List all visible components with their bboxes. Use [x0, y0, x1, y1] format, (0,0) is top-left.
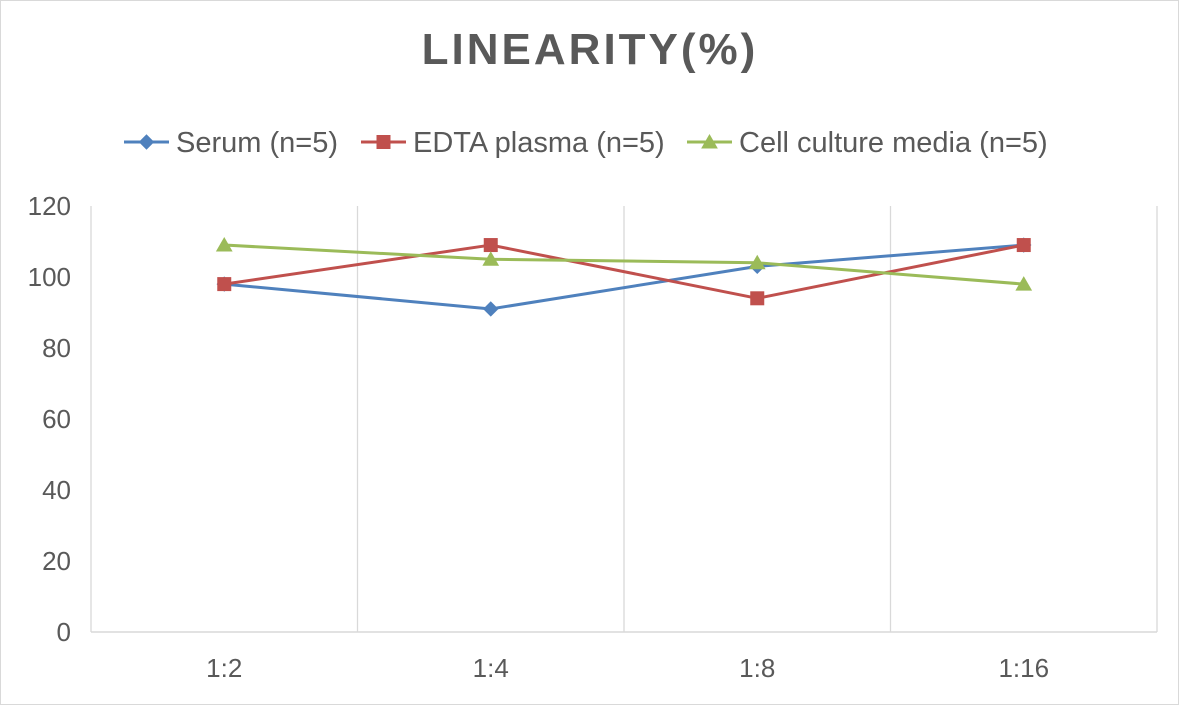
legend-label: EDTA plasma (n=5) [413, 127, 665, 159]
chart-title: LINEARITY(%) [422, 25, 759, 74]
legend-marker [701, 133, 718, 149]
y-tick-label: 100 [28, 262, 71, 292]
legend-marker [376, 135, 391, 149]
axes: 0 20 40 60 80 100 120 1:2 1:4 1:8 1:16 [28, 191, 1157, 683]
data-point [482, 251, 500, 266]
series-line [222, 243, 1026, 286]
legend: Serum (n=5) EDTA plasma (n=5) Cell culture… [124, 127, 1048, 159]
data-point [748, 254, 766, 270]
data-point [217, 277, 232, 292]
y-tick-label: 20 [42, 546, 71, 576]
series-line [222, 243, 1026, 300]
series-2 [217, 238, 1031, 306]
x-tick-label: 1:4 [473, 653, 509, 683]
data-point [750, 291, 765, 306]
series-3 [215, 237, 1033, 291]
data-point [483, 301, 499, 317]
data-point [483, 238, 498, 253]
legend-entry: Cell culture media (n=5) [687, 127, 1048, 159]
y-tick-label: 60 [42, 404, 71, 434]
series-group [215, 237, 1033, 317]
data-point [1015, 276, 1033, 291]
x-tick-label: 1:16 [998, 653, 1049, 683]
y-tick-label: 40 [42, 475, 71, 505]
y-tick-label: 0 [57, 617, 71, 647]
x-tick-label: 1:2 [206, 653, 242, 683]
legend-entry: Serum (n=5) [124, 127, 338, 159]
gridlines [90, 206, 1158, 632]
legend-label: Cell culture media (n=5) [739, 127, 1048, 159]
legend-entry: EDTA plasma (n=5) [361, 127, 665, 159]
data-point [1016, 238, 1031, 253]
series-line [222, 243, 1026, 311]
legend-marker [138, 134, 155, 150]
legend-label: Serum (n=5) [176, 127, 338, 159]
y-tick-label: 80 [42, 333, 71, 363]
data-point [215, 237, 233, 252]
x-tick-label: 1:8 [739, 653, 775, 683]
y-tick-label: 120 [28, 191, 71, 221]
